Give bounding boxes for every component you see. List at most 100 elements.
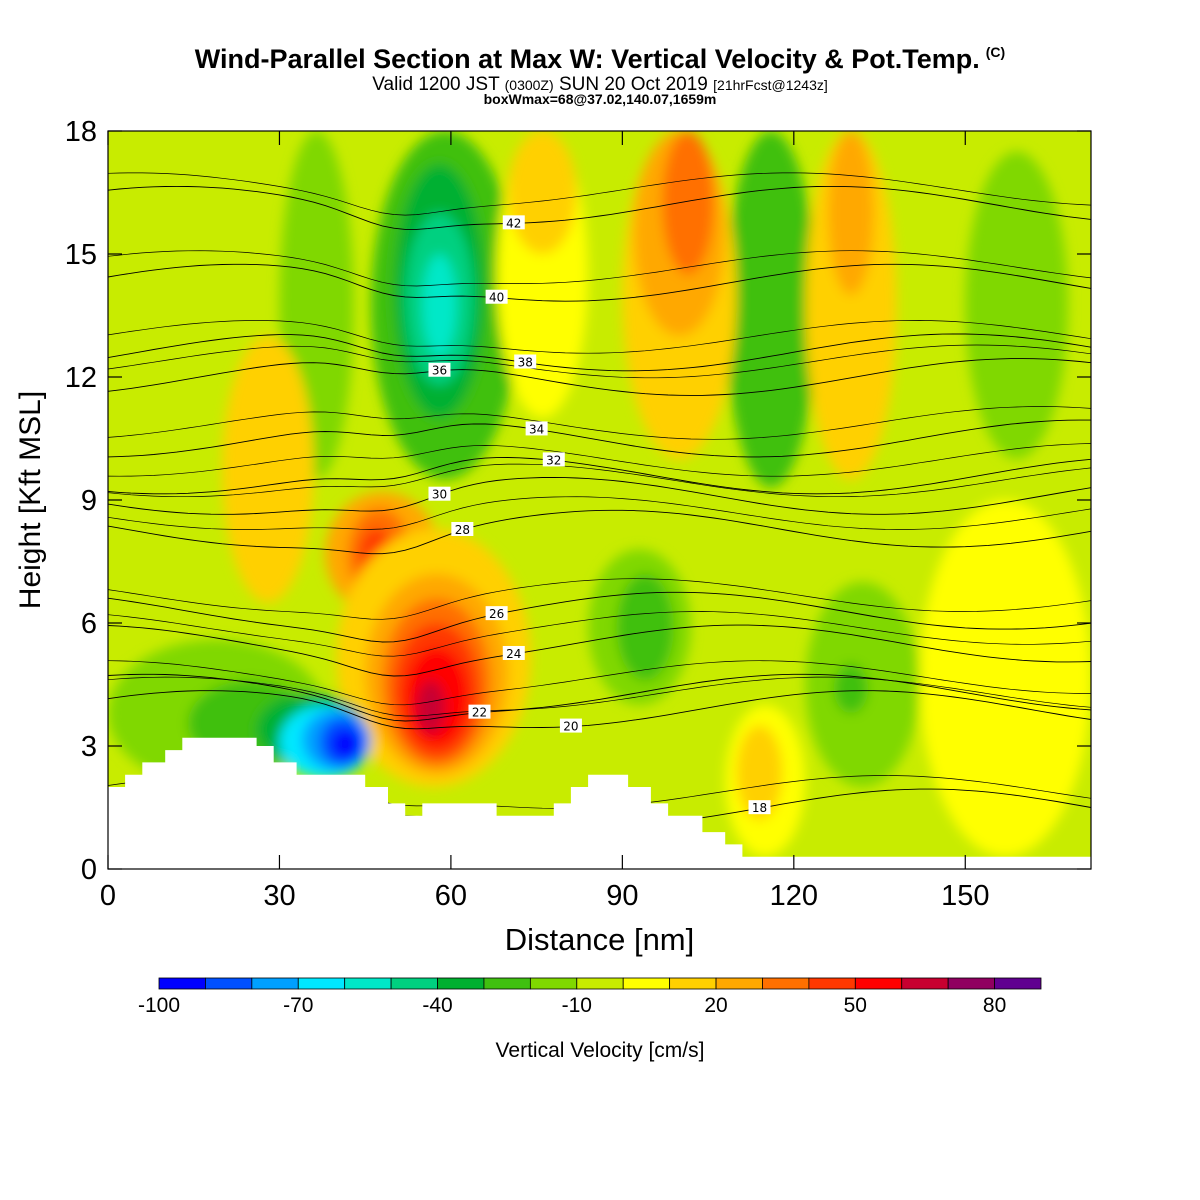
velocity-region-6 — [965, 151, 1069, 459]
colorbar-label: Vertical Velocity [cm/s] — [496, 1039, 705, 1062]
contour-label-bg-20 — [559, 718, 582, 733]
valid-zulu: (0300Z) — [504, 77, 554, 93]
contour-label-bg-24 — [502, 645, 525, 660]
chart-title-text: Wind-Parallel Section at Max W: Vertical… — [194, 44, 980, 74]
velocity-field — [108, 131, 1091, 857]
velocity-region-14 — [222, 336, 314, 603]
valid-prefix: Valid 1200 JST — [372, 74, 500, 95]
contour-label-bg-26 — [485, 606, 508, 621]
velocity-region-4 — [422, 254, 457, 357]
x-tick-label-30: 30 — [263, 880, 295, 912]
velocity-region-23 — [416, 680, 446, 734]
y-tick-label-15: 15 — [65, 239, 97, 271]
y-tick-label-0: 0 — [81, 854, 97, 886]
velocity-region-8 — [508, 131, 577, 254]
contour-line-42 — [108, 185, 1091, 230]
contour-line-minor-28 — [108, 496, 1091, 530]
contour-line-26 — [108, 591, 1091, 643]
colorbar-swatch-0 — [158, 977, 206, 990]
forecast-info: [21hrFcst@1243z] — [713, 77, 828, 93]
contour-line-20 — [108, 690, 1091, 730]
terrain-mask — [108, 737, 1091, 869]
contour-line-minor-38 — [108, 320, 1091, 354]
x-tick-label-90: 90 — [606, 880, 638, 912]
colorbar-swatch-16 — [901, 977, 949, 990]
x-tick-label-0: 0 — [100, 880, 116, 912]
contour-label-36: 36 — [432, 364, 447, 378]
contour-line-28 — [108, 509, 1091, 555]
x-tick-label-120: 120 — [770, 880, 818, 912]
velocity-region-34 — [330, 729, 360, 759]
colorbar-tick-label-6: 80 — [983, 994, 1006, 1017]
x-axis-label: Distance [nm] — [505, 922, 695, 957]
theta-contour-labels: 18 20 22 24 26 28 30 32 34 36 38 40 42 — [428, 215, 771, 815]
colorbar-swatch-4 — [344, 977, 392, 990]
velocity-regions — [108, 131, 1091, 857]
y-axis-label: Height [Kft MSL] — [14, 391, 47, 609]
contour-line-minor-36 — [108, 344, 1091, 379]
colorbar-swatch-8 — [529, 977, 578, 990]
colorbar-tick-label-2: -40 — [422, 994, 452, 1017]
colorbar-swatch-10 — [622, 977, 671, 990]
contour-label-bg-30 — [428, 486, 451, 501]
contour-line-24 — [108, 624, 1091, 677]
contour-line-minor-42 — [108, 172, 1091, 216]
contour-line-34 — [108, 419, 1091, 458]
chart-subtitle: Valid 1200 JST (0300Z) SUN 20 Oct 2019 [… — [0, 74, 1200, 96]
x-tick-label-150: 150 — [941, 880, 989, 912]
velocity-region-27 — [833, 664, 869, 714]
colorbar-swatch-7 — [483, 977, 531, 990]
velocity-region-25 — [616, 573, 674, 681]
contour-label-bg-22 — [468, 704, 491, 719]
contour-label-bg-18 — [748, 800, 771, 815]
velocity-region-37 — [919, 499, 1091, 857]
contour-line-40 — [108, 263, 1091, 302]
contour-line-minor-34 — [108, 406, 1091, 440]
colorbar-tick-label-3: -10 — [562, 994, 592, 1017]
copyright-mark: (C) — [985, 44, 1006, 60]
contour-label-bg-32 — [542, 452, 565, 467]
contour-line-minor-24 — [108, 611, 1091, 657]
contour-label-bg-36 — [428, 362, 451, 377]
contour-label-40: 40 — [489, 291, 504, 305]
contour-line-30 — [108, 477, 1091, 515]
contour-line-minor-32 — [108, 443, 1091, 477]
velocity-region-11 — [662, 131, 714, 275]
colorbar-swatch-6 — [437, 977, 485, 990]
contour-label-34: 34 — [529, 422, 544, 436]
colorbar-swatch-17 — [947, 977, 995, 990]
colorbar-swatch-12 — [715, 977, 763, 990]
contour-line-22 — [108, 673, 1091, 722]
valid-date: SUN 20 Oct 2019 — [558, 74, 708, 95]
contour-label-bg-34 — [525, 421, 548, 436]
y-tick-label-6: 6 — [81, 608, 97, 640]
contour-label-bg-38 — [514, 354, 537, 369]
contour-label-28: 28 — [455, 523, 470, 537]
colorbar-swatch-3 — [297, 977, 346, 990]
velocity-region-12 — [805, 131, 897, 480]
colorbar-tick-label-0: -100 — [138, 994, 180, 1017]
colorbar-swatch-1 — [205, 977, 253, 990]
contour-line-32 — [108, 457, 1091, 495]
contour-line-minor-22 — [108, 660, 1091, 706]
colorbar-swatch-5 — [390, 977, 438, 990]
contour-label-18: 18 — [752, 801, 767, 815]
contour-label-24: 24 — [506, 647, 521, 661]
contour-line-minor-20 — [108, 676, 1091, 717]
colorbar-swatch-13 — [762, 977, 810, 990]
colorbar-swatch-14 — [808, 977, 856, 990]
colorbar-swatch-2 — [251, 977, 299, 990]
contour-label-bg-42 — [502, 215, 525, 230]
y-tick-label-18: 18 — [65, 116, 97, 148]
contour-label-42: 42 — [506, 216, 521, 230]
contour-label-38: 38 — [518, 356, 533, 370]
theta-contours — [108, 172, 1091, 827]
contour-line-38 — [108, 333, 1091, 372]
contour-line-minor-40 — [108, 250, 1091, 287]
contour-label-bg-28 — [451, 521, 474, 536]
contour-label-32: 32 — [546, 453, 561, 467]
colorbar-tick-label-5: 50 — [844, 994, 867, 1017]
colorbar-tick-label-4: 20 — [704, 994, 727, 1017]
